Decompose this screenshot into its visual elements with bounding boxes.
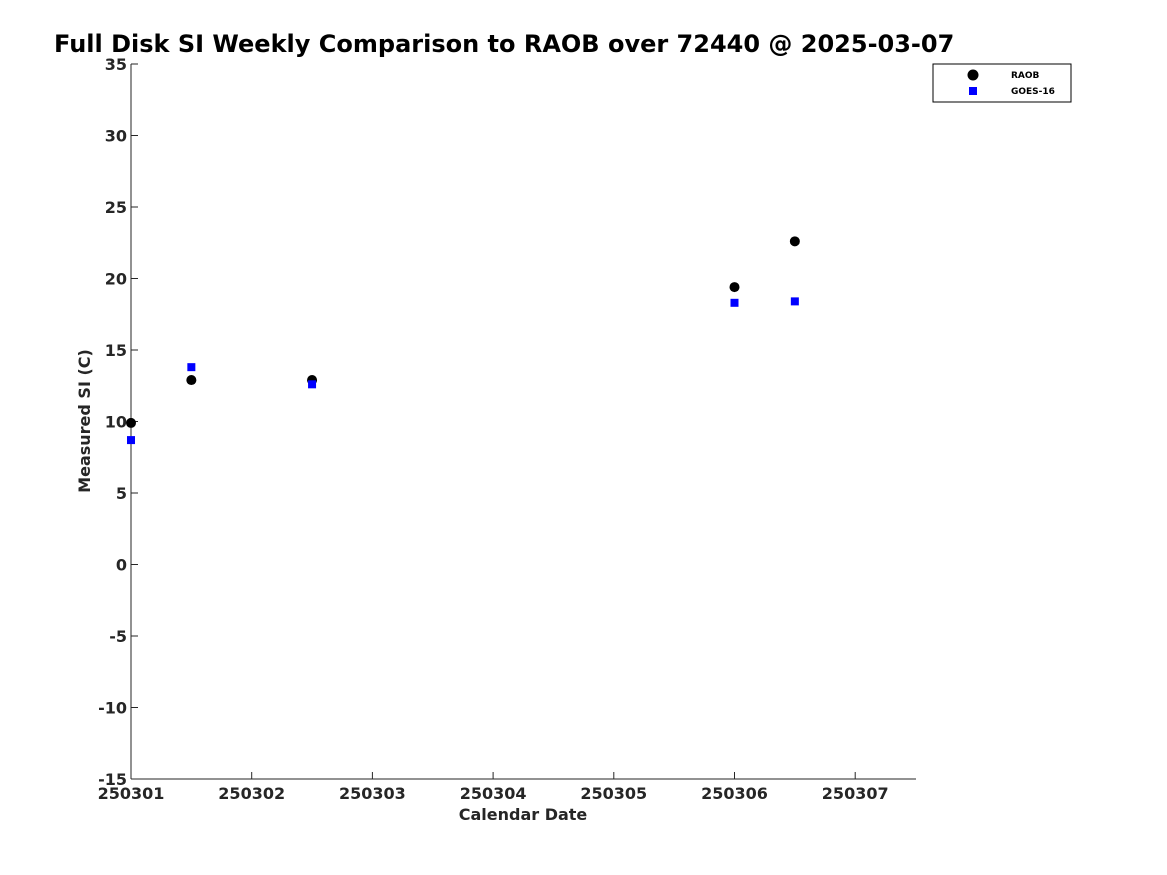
y-tick-label: 20 (105, 270, 127, 289)
legend-label-goes16: GOES-16 (1011, 87, 1055, 97)
point-raob (789, 236, 800, 247)
point-raob (126, 417, 136, 428)
y-tick-label: 35 (105, 55, 127, 74)
x-tick-label: 250302 (218, 784, 285, 803)
y-ticks: 35 30 25 20 15 10 5 0 -5 -10 -15 (98, 55, 138, 789)
point-goes16 (187, 363, 196, 372)
data-points (126, 236, 800, 445)
point-goes16 (127, 436, 135, 445)
y-tick-label: 0 (116, 556, 127, 575)
x-tick-label: 250304 (460, 784, 527, 803)
x-axis-label: Calendar Date (459, 805, 588, 824)
chart-title: Full Disk SI Weekly Comparison to RAOB o… (54, 30, 954, 58)
y-tick-label: -10 (98, 699, 127, 718)
legend-box (932, 63, 1072, 103)
point-raob (729, 282, 740, 293)
point-goes16 (730, 298, 739, 307)
legend-label-raob: RAOB (1011, 71, 1040, 81)
x-ticks: 250301 250302 250303 250304 250305 250306 2503… (98, 772, 889, 803)
x-tick-label: 250303 (339, 784, 406, 803)
point-goes16 (308, 380, 317, 389)
y-tick-label: 25 (105, 198, 127, 217)
y-tick-label: 5 (116, 484, 127, 503)
point-raob (186, 375, 197, 386)
legend: RAOB GOES-16 (932, 63, 1072, 103)
y-tick-label: -5 (109, 627, 127, 646)
point-goes16 (790, 297, 799, 306)
y-tick-label: 30 (105, 127, 127, 146)
axes (130, 64, 916, 780)
y-tick-label: -15 (98, 770, 127, 789)
legend-marker-raob (967, 69, 979, 81)
y-tick-label: 10 (105, 413, 127, 432)
y-axis-label: Measured SI (C) (75, 349, 94, 493)
x-tick-label: 250306 (701, 784, 768, 803)
y-tick-label: 15 (105, 341, 127, 360)
x-tick-label: 250307 (822, 784, 889, 803)
x-tick-label: 250305 (580, 784, 647, 803)
x-tick-label: 250301 (98, 784, 165, 803)
legend-marker-goes16 (969, 87, 977, 95)
